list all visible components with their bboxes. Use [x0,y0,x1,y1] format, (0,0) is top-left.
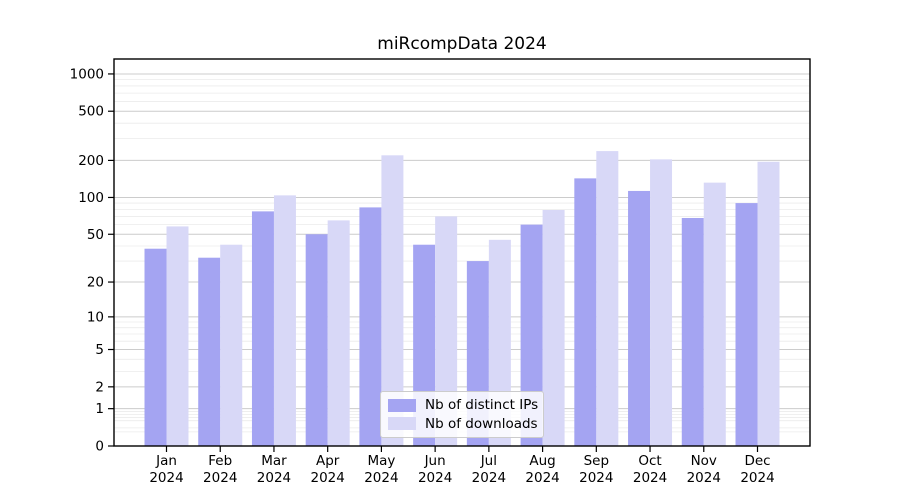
legend-row-downloads: Nb of downloads [388,415,538,432]
bar-downloads-may [381,155,404,447]
x-tick-label-nov: Nov 2024 [687,453,721,486]
bar-downloads-jun [435,216,458,446]
x-tick-label-mar: Mar 2024 [257,453,291,486]
plot-spines [113,58,811,447]
y-tick-label: 1 [95,401,104,417]
bar-distinct-ips-mar [251,211,274,446]
y-tick-label: 50 [87,227,104,243]
x-tick-label-aug: Aug 2024 [525,453,559,486]
bar-distinct-ips-nov [681,217,704,446]
bar-distinct-ips-jan [144,248,167,446]
x-tick-label-jan: Jan 2024 [149,453,183,486]
legend: Nb of distinct IPs Nb of downloads [380,391,544,438]
bar-downloads-apr [327,220,350,446]
bar-downloads-dec [757,161,780,446]
chart-title: miRcompData 2024 [377,34,547,54]
bar-distinct-ips-may [359,207,382,446]
legend-label-downloads: Nb of downloads [425,415,538,432]
bar-distinct-ips-feb [198,257,221,446]
legend-row-distinct-ips: Nb of distinct IPs [388,397,539,414]
bar-distinct-ips-sep [574,178,597,447]
x-tick-label-may: May 2024 [364,453,398,486]
bar-distinct-ips-oct [628,190,651,446]
bar-distinct-ips-dec [735,203,758,446]
bar-downloads-aug [542,210,565,446]
bar-downloads-oct [650,159,673,446]
x-tick-label-jun: Jun 2024 [418,453,452,486]
bar-downloads-feb [220,244,243,446]
x-tick-label-jul: Jul 2024 [472,453,506,486]
x-tick-label-oct: Oct 2024 [633,453,667,486]
x-tick-label-apr: Apr 2024 [311,453,345,486]
bar-downloads-mar [273,195,296,446]
bar-distinct-ips-apr [305,234,328,446]
bar-downloads-nov [703,182,726,446]
legend-swatch-downloads [388,417,416,431]
y-tick-label: 0 [95,439,104,455]
bar-distinct-ips-aug [520,224,543,446]
y-tick-label: 10 [87,309,104,325]
bar-downloads-sep [596,151,619,446]
y-tick-label: 5 [95,342,104,358]
bar-downloads-jan [166,226,189,446]
legend-label-distinct-ips: Nb of distinct IPs [425,397,539,414]
x-tick-label-sep: Sep 2024 [579,453,613,486]
y-tick-label: 2 [95,379,104,395]
y-tick-label: 20 [87,275,104,291]
legend-swatch-distinct-ips [388,398,416,412]
y-tick-label: 1000 [70,66,104,82]
x-tick-label-dec: Dec 2024 [740,453,774,486]
y-tick-label: 200 [78,153,104,169]
y-tick-label: 100 [78,190,104,206]
x-tick-label-feb: Feb 2024 [203,453,237,486]
y-tick-label: 500 [78,104,104,120]
